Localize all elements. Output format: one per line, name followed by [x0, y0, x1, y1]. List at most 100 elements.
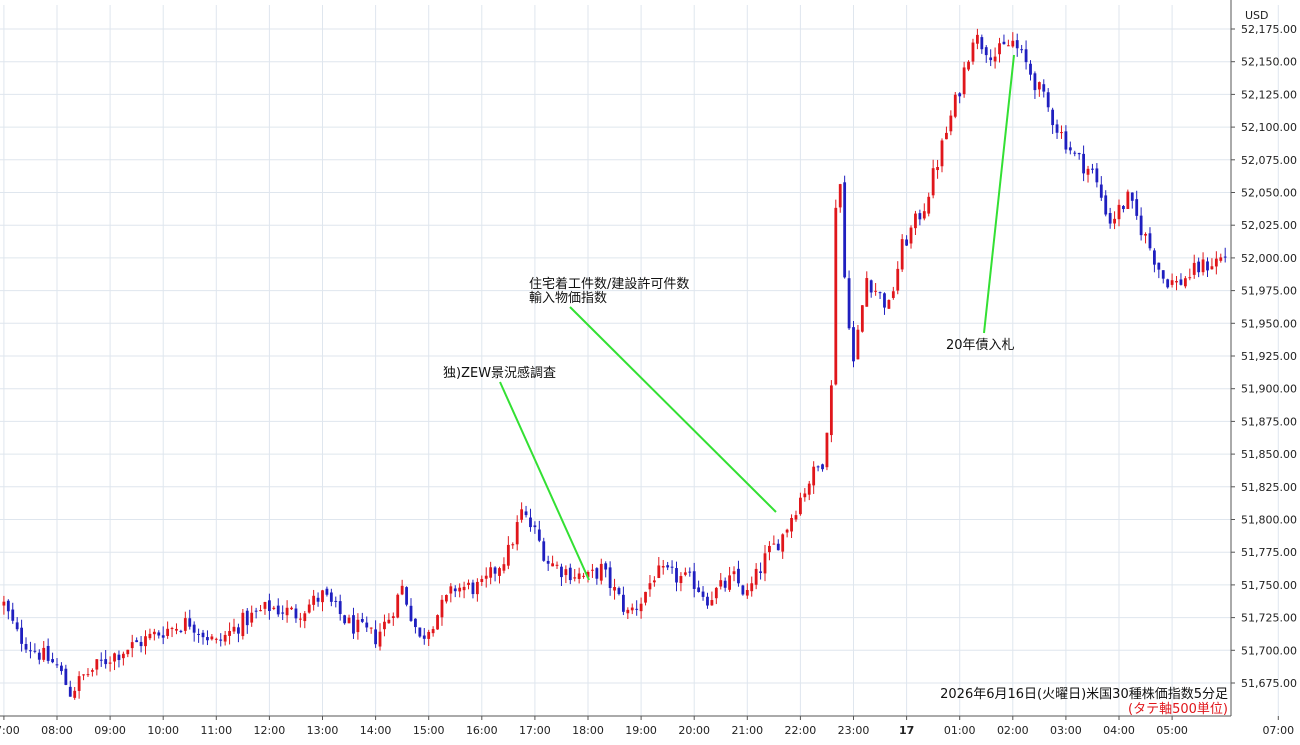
- candle-body: [599, 563, 603, 581]
- candle-body: [51, 659, 54, 663]
- candle-body: [1214, 258, 1218, 267]
- candle-body: [356, 619, 360, 633]
- candle-body: [560, 566, 563, 578]
- x-tick-label: 17:00: [519, 724, 551, 737]
- candle-body: [329, 592, 333, 602]
- candle-body: [396, 594, 400, 618]
- candle-body: [635, 608, 639, 610]
- candle-body: [506, 544, 510, 566]
- candle-body: [378, 631, 382, 647]
- candle-body: [126, 649, 130, 655]
- candle-body: [175, 628, 178, 631]
- candle-body: [931, 168, 935, 196]
- candle-body: [1046, 92, 1050, 108]
- candle-body: [272, 607, 276, 609]
- candle-body: [1201, 259, 1205, 273]
- x-tick-label: 16:00: [466, 724, 498, 737]
- candle-body: [1148, 233, 1152, 249]
- candle-body: [573, 577, 577, 579]
- candle-body: [237, 627, 240, 634]
- candle-body: [42, 647, 46, 660]
- candle-body: [206, 637, 209, 641]
- candle-body: [604, 563, 608, 570]
- candle-body: [794, 515, 798, 520]
- candle-body: [962, 67, 966, 95]
- annotation-leader-bond: [983, 54, 1015, 334]
- candle-body: [958, 93, 962, 97]
- candle-body: [1068, 147, 1072, 151]
- y-tick-label: 51,875.00: [1241, 415, 1297, 428]
- candle-body: [250, 612, 254, 623]
- y-tick-label: 52,025.00: [1241, 219, 1297, 232]
- candle-body: [1082, 153, 1085, 174]
- candle-body: [927, 196, 931, 214]
- x-tick-label: 01:00: [944, 724, 976, 737]
- candle-body: [1011, 40, 1015, 47]
- candle-body: [1029, 63, 1032, 75]
- candle-body: [391, 616, 395, 619]
- candle-body: [46, 645, 50, 661]
- candle-body: [670, 566, 674, 568]
- x-tick-label: 04:00: [1103, 724, 1135, 737]
- candle-body: [852, 327, 855, 362]
- candle-body: [520, 509, 524, 520]
- y-tick-label: 51,700.00: [1241, 644, 1297, 657]
- candle-body: [1139, 215, 1143, 236]
- x-tick-label: 12:00: [254, 724, 286, 737]
- candle-body: [219, 639, 223, 641]
- candle-body: [365, 622, 369, 628]
- candle-body: [914, 213, 917, 229]
- candle-body: [387, 619, 391, 624]
- candle-body: [953, 94, 957, 117]
- candle-body: [799, 497, 802, 515]
- candle-body: [1015, 40, 1019, 49]
- candle-body: [1161, 270, 1165, 279]
- candle-body: [121, 653, 125, 659]
- candle-body: [210, 636, 214, 640]
- candle-body: [475, 581, 479, 595]
- candle-body: [1153, 250, 1156, 265]
- candle-body: [343, 615, 347, 624]
- candle-body: [564, 569, 568, 576]
- candle-body: [874, 290, 878, 292]
- candle-body: [865, 278, 869, 307]
- candle-body: [179, 630, 183, 632]
- candle-body: [86, 674, 90, 676]
- y-tick-label: 52,050.00: [1241, 187, 1297, 200]
- candle-body: [790, 518, 793, 532]
- x-tick-label: 19:00: [625, 724, 657, 737]
- candle-body: [108, 662, 112, 664]
- candle-body: [568, 567, 572, 581]
- candle-body: [737, 568, 740, 584]
- candle-body: [940, 140, 944, 167]
- candle-body: [706, 596, 709, 606]
- candle-body: [232, 626, 236, 632]
- candle-body: [55, 664, 59, 666]
- candle-body: [68, 686, 72, 697]
- candle-body: [245, 610, 249, 626]
- candle-body: [741, 585, 745, 595]
- candle-body: [241, 612, 245, 637]
- candle-body: [298, 618, 302, 620]
- candle-body: [24, 644, 28, 650]
- candle-body: [1130, 192, 1134, 201]
- candle-body: [338, 601, 342, 615]
- candle-body: [440, 599, 444, 618]
- y-tick-label: 51,725.00: [1241, 612, 1297, 625]
- candle-body: [418, 627, 422, 637]
- candle-body: [896, 268, 900, 291]
- candle-body: [763, 553, 767, 574]
- candle-body: [821, 464, 824, 470]
- candle-body: [91, 670, 94, 672]
- candle-body: [471, 582, 475, 595]
- candle-body: [77, 676, 81, 691]
- candle-body: [489, 567, 493, 578]
- y-tick-label: 52,150.00: [1241, 56, 1297, 69]
- annotation-leader-zew: [499, 381, 590, 581]
- candle-body: [281, 612, 285, 614]
- candle-body: [1183, 278, 1187, 287]
- candle-body: [1020, 49, 1024, 51]
- candle-body: [95, 659, 99, 670]
- candle-body: [139, 641, 143, 647]
- candle-body: [144, 636, 147, 647]
